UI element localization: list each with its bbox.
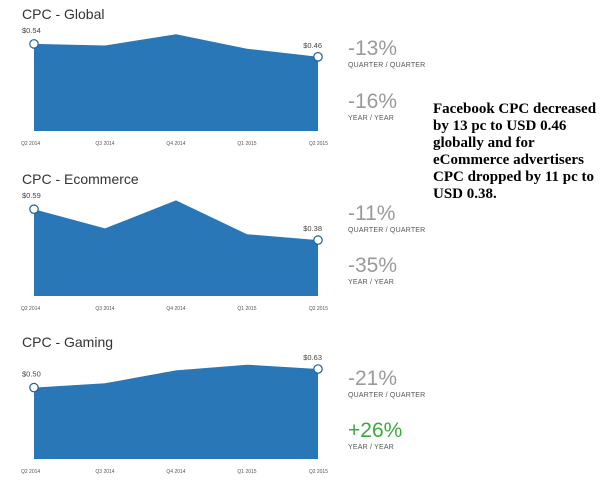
chart-title: CPC - Ecommerce [22, 171, 139, 187]
x-tick-label: Q2 2014 [21, 469, 40, 475]
area-series [34, 34, 318, 132]
stat-year: -16% YEAR / YEAR [348, 90, 398, 123]
endpoint-marker [313, 51, 323, 62]
end-value-label: $0.63 [303, 353, 322, 362]
x-tick-label: Q4 2014 [166, 306, 185, 312]
x-tick-label: Q3 2014 [95, 141, 114, 147]
stat-value: -21% [348, 367, 398, 390]
endpoint-marker [313, 364, 323, 374]
chart-panel-gaming: CPC - Gaming $0.50 $0.63 Q2 2014 Q3 2014 Q4 … [0, 334, 430, 489]
start-value-label: $0.50 [22, 370, 41, 379]
end-value-label: $0.38 [303, 224, 322, 233]
area-chart-ecommerce: $0.59 $0.38 Q2 2014 Q3 2014 Q4 2014 Q1 2015 Q2… [21, 191, 328, 312]
x-tick-label: Q1 2015 [237, 306, 256, 312]
area-chart-gaming: $0.50 $0.63 Q2 2014 Q3 2014 Q4 2014 Q1 2015 Q2… [21, 353, 328, 475]
x-tick-label: Q2 2015 [309, 469, 328, 475]
chart-title: CPC - Global [22, 6, 105, 22]
x-tick-label: Q4 2014 [166, 141, 185, 147]
start-value-label: $0.59 [22, 191, 41, 200]
endpoint-marker [29, 382, 39, 393]
stat-quarter: -13% QUARTER / QUARTER [348, 37, 426, 70]
stat-label: YEAR / YEAR [348, 444, 395, 451]
stat-quarter: -21% QUARTER / QUARTER [348, 367, 426, 400]
x-tick-label: Q1 2015 [237, 469, 256, 475]
x-tick-label: Q2 2015 [309, 141, 328, 147]
area-series [34, 200, 318, 296]
x-tick-label: Q3 2014 [95, 306, 114, 312]
stat-label: QUARTER / QUARTER [348, 392, 426, 399]
stat-label: YEAR / YEAR [348, 115, 395, 122]
chart-title: CPC - Gaming [22, 334, 114, 350]
stat-quarter: -11% QUARTER / QUARTER [348, 202, 426, 235]
start-value-label: $0.54 [22, 26, 41, 35]
stat-value: -13% [348, 37, 398, 60]
stat-value: -11% [348, 202, 396, 225]
x-tick-label: Q1 2015 [237, 141, 256, 147]
stat-year: -35% YEAR / YEAR [348, 254, 398, 287]
chart-panel-ecommerce: CPC - Ecommerce $0.59 $0.38 Q2 2014 Q3 2014… [0, 171, 430, 326]
stat-label: QUARTER / QUARTER [348, 227, 426, 234]
area-chart-global: $0.54 $0.46 Q2 2014 Q3 2014 Q4 2014 Q1 2015 Q2… [21, 26, 328, 147]
stat-year: +26% YEAR / YEAR [348, 419, 403, 452]
end-value-label: $0.46 [303, 41, 322, 50]
stat-label: YEAR / YEAR [348, 279, 395, 286]
stat-value: +26% [348, 419, 403, 442]
stat-value: -35% [348, 254, 398, 277]
x-tick-label: Q2 2014 [21, 306, 40, 312]
x-tick-label: Q4 2014 [166, 469, 185, 475]
endpoint-marker [29, 39, 39, 49]
endpoint-marker [313, 235, 323, 245]
x-tick-label: Q2 2014 [21, 141, 40, 147]
annotation-text: Facebook CPC decreased by 13 pc to USD 0… [433, 101, 597, 202]
area-series [34, 364, 318, 459]
x-tick-label: Q3 2014 [95, 469, 114, 475]
stat-label: QUARTER / QUARTER [348, 62, 426, 69]
chart-panel-global: CPC - Global $0.54 $0.46 Q2 2014 Q3 2014 Q4 … [0, 6, 430, 161]
stat-value: -16% [348, 90, 398, 113]
x-tick-label: Q2 2015 [309, 306, 328, 312]
endpoint-marker [29, 204, 39, 214]
